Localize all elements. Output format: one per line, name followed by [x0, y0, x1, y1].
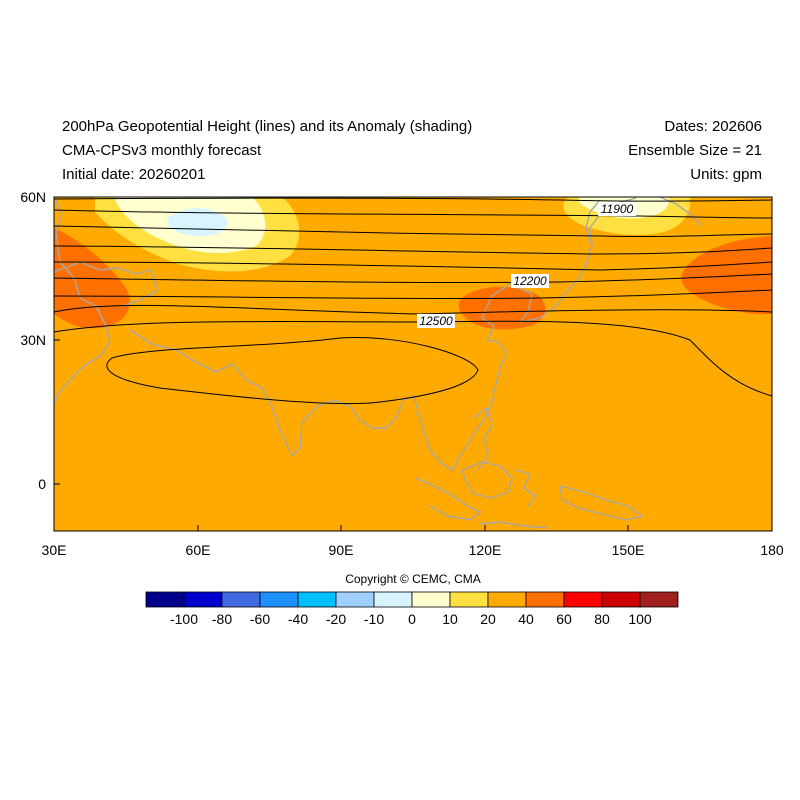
colorbar-swatch	[259, 591, 299, 608]
lon-label-180: 180	[760, 542, 784, 558]
coastline-sakhalin	[585, 199, 601, 247]
colorbar-swatch	[335, 591, 375, 608]
colorbar-swatch	[525, 591, 565, 608]
coastline-korea	[509, 283, 533, 323]
contour-label-11900: 11900	[601, 202, 634, 216]
contour-line-5	[54, 261, 772, 271]
copyright-note: Copyright © CEMC, CMA	[345, 572, 481, 586]
contour-label-box-1	[598, 202, 636, 216]
colorbar-level-label: 100	[628, 611, 652, 627]
map-title: 200hPa Geopotential Height (lines) and i…	[62, 118, 473, 135]
colorbar-labels: -100 -80 -60 -40 -20 -10 0 10 20 40 60 80 100	[170, 611, 652, 627]
anomaly-region-pacific	[681, 236, 772, 315]
coastline-india	[129, 329, 397, 457]
axis-ticks	[54, 196, 629, 531]
contour-label-12500: 12500	[419, 314, 453, 328]
colorbar-level-label: -60	[250, 611, 270, 627]
forecast-dates: Dates: 202606	[664, 118, 762, 135]
contour-line-12600-closed	[106, 336, 479, 405]
contour-labels: 11900 12200 12500	[417, 202, 636, 328]
coastline-new-guinea	[559, 485, 643, 521]
coastline-java	[479, 521, 549, 529]
lon-label-90e: 90E	[329, 542, 354, 558]
contour-label-box-3	[417, 314, 455, 328]
coastline-sumatra	[415, 477, 481, 521]
contour-line-7	[54, 289, 772, 300]
contour-line-4	[54, 245, 772, 255]
lon-label-120e: 120E	[469, 542, 502, 558]
anomaly-shading	[54, 197, 772, 531]
lon-label-30e: 30E	[42, 542, 67, 558]
contour-line-3	[54, 225, 772, 238]
colorbar-level-label: 60	[556, 611, 572, 627]
contour-line-11900	[54, 209, 772, 219]
axis-labels: 60N 30N 0 30E 60E 90E 120E 150E 180	[20, 189, 784, 558]
plot-frame	[53, 196, 773, 532]
colorbar-swatch	[221, 591, 261, 608]
colorbar-swatch	[297, 591, 337, 608]
colorbar-level-label: 40	[518, 611, 534, 627]
model-label: CMA-CPSv3 monthly forecast	[62, 142, 262, 159]
anomaly-region-korea	[458, 286, 546, 330]
lon-label-60e: 60E	[186, 542, 211, 558]
colorbar-level-label: 0	[408, 611, 416, 627]
coastline-sulawesi	[515, 469, 537, 507]
colorbar-swatch	[639, 591, 679, 608]
colorbar-swatch	[183, 591, 223, 608]
colorbar	[145, 591, 679, 608]
colorbar-swatch	[601, 591, 641, 608]
coastline-kamchatka	[659, 197, 703, 227]
colorbar-swatch	[145, 591, 185, 608]
contour-label-12200: 12200	[513, 274, 547, 288]
colorbar-swatch	[411, 591, 451, 608]
coastline-taiwan-philippines	[473, 407, 493, 471]
lon-label-150e: 150E	[612, 542, 645, 558]
initial-date: Initial date: 20260201	[62, 166, 206, 183]
colorbar-swatch	[373, 591, 413, 608]
units-label: Units: gpm	[690, 166, 762, 183]
contour-line-8	[54, 304, 772, 315]
colorbar-swatch	[563, 591, 603, 608]
lat-label-60n: 60N	[20, 189, 46, 205]
contour-line-12500	[54, 320, 772, 397]
contour-line-1	[54, 197, 772, 202]
colorbar-level-label: 20	[480, 611, 496, 627]
colorbar-swatch	[449, 591, 489, 608]
height-contours	[54, 197, 772, 405]
lat-label-0: 0	[38, 476, 46, 492]
colorbar-level-label: -20	[326, 611, 346, 627]
colorbar-level-label: -80	[212, 611, 232, 627]
colorbar-swatch	[487, 591, 527, 608]
ensemble-size: Ensemble Size = 21	[628, 142, 762, 159]
colorbar-level-label: 10	[442, 611, 458, 627]
contour-label-box-2	[511, 274, 549, 288]
colorbar-level-label: 80	[594, 611, 610, 627]
lat-label-30n: 30N	[20, 332, 46, 348]
coastlines	[54, 197, 703, 529]
contour-line-12200	[54, 273, 772, 284]
colorbar-level-label: -40	[288, 611, 308, 627]
coastline-east-asia	[395, 283, 511, 471]
colorbar-level-label: -10	[364, 611, 384, 627]
coastline-borneo	[461, 461, 513, 499]
coastline-arabia	[54, 197, 111, 405]
colorbar-level-label: -100	[170, 611, 198, 627]
